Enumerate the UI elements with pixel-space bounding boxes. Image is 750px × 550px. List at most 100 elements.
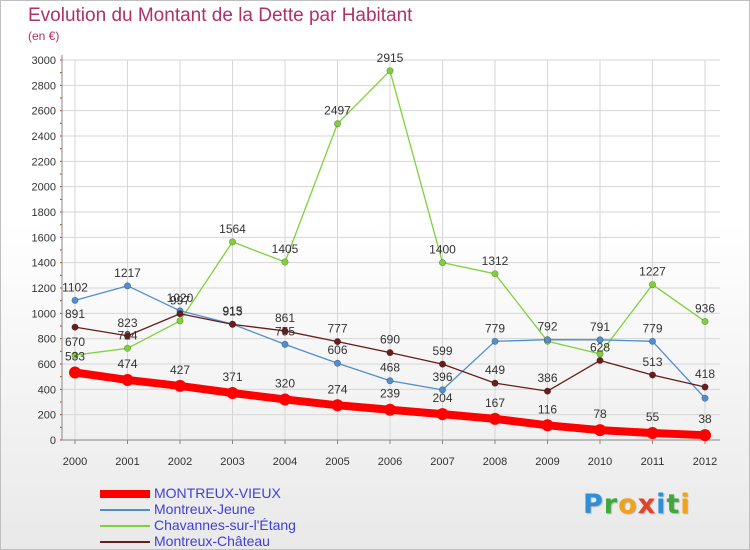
x-tick-label: 2001 [115,456,139,468]
data-point [226,387,239,400]
data-point [596,336,604,344]
data-point [701,383,709,391]
x-tick-label: 2011 [641,456,665,468]
data-label: 755 [275,324,295,338]
x-tick-label: 2004 [273,456,297,468]
data-point [333,338,341,346]
data-point [124,344,132,352]
data-label: 861 [275,311,295,325]
data-label: 320 [275,376,295,390]
data-label: 913 [222,304,242,318]
data-label: 1020 [167,291,194,305]
data-point [438,259,446,267]
data-label: 533 [65,349,85,363]
data-label: 468 [380,361,400,375]
data-label: 791 [590,320,610,334]
data-label: 670 [65,335,85,349]
data-label: 371 [222,370,242,384]
data-point [386,377,394,385]
data-point [71,296,79,304]
data-label: 997 [170,294,190,308]
data-label: 823 [117,316,137,330]
x-tick-label: 2005 [325,456,349,468]
data-label: 449 [485,363,505,377]
y-tick-label: 200 [38,410,56,422]
data-label: 418 [695,367,715,381]
data-point [281,327,289,335]
y-tick-label: 0 [50,435,56,447]
data-point [229,238,237,246]
data-point [541,419,554,432]
data-point [491,337,499,345]
y-tick-label: 1800 [32,207,56,219]
x-tick-label: 2002 [168,456,192,468]
data-label: 116 [538,402,557,416]
data-label: 1312 [482,254,509,268]
data-point [491,270,499,278]
x-tick-label: 2012 [693,456,717,468]
data-point [124,332,132,340]
data-label: 274 [327,382,347,396]
y-tick-label: 2200 [32,156,56,168]
data-label: 2915 [377,51,404,65]
data-label: 690 [380,333,400,347]
data-label: 1102 [62,280,88,294]
y-tick-label: 2800 [32,80,56,92]
x-tick-label: 2007 [430,456,454,468]
legend-label: Chavannes-sur-l'Étang [154,517,296,533]
data-point [176,317,184,325]
data-label: 915 [222,304,242,318]
data-label: 1564 [219,222,246,236]
data-point [594,424,606,437]
data-point [331,399,344,412]
y-tick-label: 800 [38,334,56,346]
data-label: 167 [485,396,505,410]
data-point [69,366,81,379]
data-point [71,323,79,331]
data-point [281,258,289,266]
data-label: 38 [698,412,712,426]
data-point [701,317,709,325]
y-tick-label: 2400 [32,131,56,143]
data-point [386,349,394,357]
chart-title: Evolution du Montant de la Dette par Hab… [28,5,413,26]
data-point [596,356,604,364]
data-label: 606 [327,343,347,357]
data-point [436,408,449,421]
data-point [174,379,186,392]
data-point [648,371,656,379]
y-tick-label: 3000 [32,55,56,67]
data-point [699,429,711,442]
data-point [333,120,341,128]
data-label: 779 [642,321,662,335]
data-point [384,403,396,416]
legend-swatch [100,525,150,527]
y-tick-label: 1200 [32,283,56,295]
legend-label: MONTREUX-VIEUX [154,485,281,501]
data-label: 386 [537,371,557,385]
x-tick-label: 2003 [220,456,244,468]
unit-label: (en €) [28,29,60,43]
data-label: 936 [695,301,715,315]
data-point [648,281,656,289]
y-tick-label: 600 [38,359,56,371]
data-point [281,340,289,348]
data-point [648,337,656,345]
data-label: 427 [170,363,190,377]
data-label: 78 [593,407,607,421]
y-tick-label: 400 [38,384,56,396]
data-label: 239 [380,387,400,401]
data-point [386,67,394,75]
data-label: 628 [590,340,610,354]
data-label: 513 [642,355,662,369]
data-point [491,379,499,387]
data-point [596,350,604,358]
data-point [124,282,132,290]
legend-swatch [100,509,150,511]
data-label: 777 [327,322,347,336]
data-point [279,393,291,406]
y-tick-label: 2000 [32,182,56,194]
data-label: 599 [432,344,452,358]
legend-label: Montreux-Jeune [154,501,256,517]
